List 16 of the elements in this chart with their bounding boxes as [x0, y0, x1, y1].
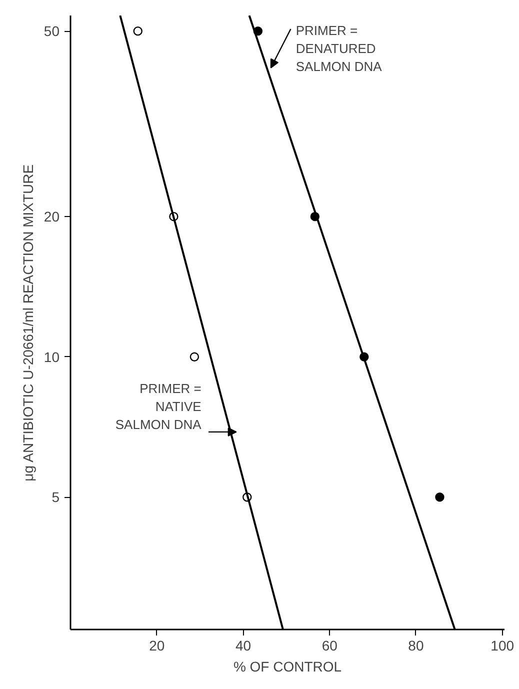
x-tick-label: 80	[408, 638, 424, 654]
point	[435, 492, 444, 502]
x-tick-label: 40	[235, 638, 252, 654]
x-tick-label: 100	[490, 638, 514, 654]
annotation: PRIMER = DENATURED SALMON DNA	[296, 22, 382, 74]
point	[190, 352, 200, 362]
point	[133, 26, 142, 36]
y-tick-label: 10	[44, 348, 60, 365]
x-axis-title: % OF CONTROL	[233, 658, 342, 674]
y-tick-label: 50	[44, 23, 60, 40]
annotation: PRIMER = NATIVE SALMON DNA	[115, 380, 202, 432]
x-tick-label: 60	[322, 638, 338, 654]
y-tick-label: 20	[44, 208, 60, 225]
y-tick-label: 5	[52, 489, 60, 506]
y-axis-title: μg ANTIBIOTIC U-20661/ml REACTION MIXTURE	[20, 164, 36, 482]
x-tick-label: 20	[149, 638, 165, 654]
